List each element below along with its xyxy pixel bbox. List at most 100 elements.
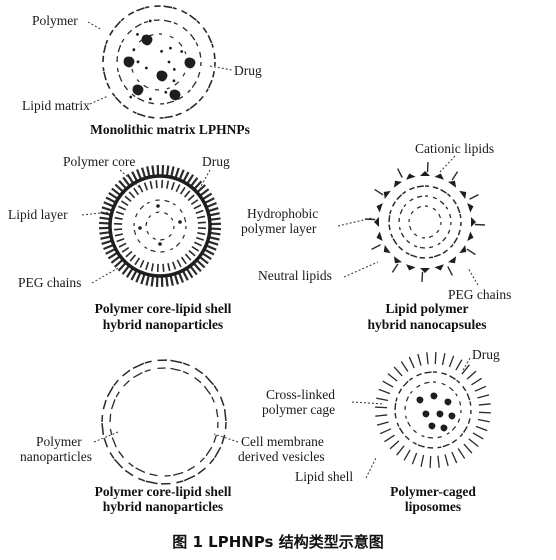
- drug-particle: [123, 56, 135, 68]
- cationic-lipid: [459, 244, 467, 254]
- membrane-dash: [194, 377, 202, 384]
- matrix-dash: [143, 20, 149, 24]
- lipid-matrix-dash: [196, 20, 201, 25]
- lipid-shell-dash: [395, 397, 398, 402]
- polymer-dot: [169, 46, 172, 50]
- lipid-shell-dash: [442, 443, 450, 448]
- inner-dash: [405, 396, 409, 402]
- membrane-dash: [113, 458, 124, 469]
- matrix-dash: [174, 81, 180, 86]
- neutral-lipid-dash: [447, 229, 451, 235]
- lipid-shell-dash: [456, 379, 461, 384]
- cationic-lipid: [406, 264, 416, 271]
- membrane-dash: [205, 446, 213, 457]
- lipid-shell-dash: [449, 375, 456, 380]
- drug-particle: [132, 84, 144, 96]
- lipid-matrix-dash: [120, 17, 125, 22]
- cell-membrane-label-line2: derived vesicles: [238, 449, 325, 464]
- peg-chain: [105, 196, 117, 204]
- cage-spoke: [466, 370, 477, 380]
- membrane-dash: [149, 473, 158, 477]
- cage-spoke: [471, 377, 482, 386]
- lipid-matrix-dash: [114, 20, 122, 29]
- lipid-matrix-dash: [136, 7, 145, 12]
- peg-chain: [135, 271, 142, 283]
- lipid-tail: [150, 263, 154, 272]
- peg-chain: [196, 184, 206, 194]
- lipid-matrix-dash: [122, 104, 129, 110]
- cationic-lipid: [467, 203, 474, 213]
- monolithic-particle: [102, 5, 216, 119]
- peg-chain: [201, 192, 213, 201]
- lipid-tail: [139, 259, 145, 268]
- peg-chain: [466, 248, 476, 256]
- matrix-dash: [166, 100, 175, 104]
- drug-leader-2: [199, 169, 211, 189]
- inner-dash: [410, 210, 414, 215]
- matrix-dash: [148, 101, 155, 105]
- peg-chain: [150, 275, 155, 287]
- peg-chain: [99, 231, 111, 235]
- cage-spoke: [477, 394, 490, 399]
- figure-caption: 图 1 LPHNPs 结构类型示意图: [172, 533, 383, 551]
- lipid-matrix-label: Lipid matrix: [22, 98, 90, 113]
- matrix-dash: [182, 26, 188, 32]
- polymer-layer-dash: [446, 193, 451, 198]
- cage-spoke: [426, 352, 429, 365]
- drug-leader-3: [461, 357, 471, 373]
- membrane-dash: [170, 367, 181, 372]
- inner-dash: [428, 235, 434, 239]
- polymer-dot: [129, 95, 133, 99]
- cage-spoke: [400, 361, 409, 372]
- peg-chain: [192, 262, 202, 272]
- matrix-dash: [163, 19, 172, 23]
- matrix-dash: [137, 97, 145, 102]
- lipid-tail: [176, 259, 182, 268]
- drug-dot: [138, 226, 142, 230]
- lipid-shell-dash: [417, 444, 425, 448]
- peg-chain: [189, 177, 199, 188]
- polymer-layer-dash: [457, 229, 461, 236]
- membrane-dash: [124, 469, 134, 477]
- peg-chain: [173, 273, 180, 285]
- core-shell-title-2-line2: hybrid nanoparticles: [103, 499, 223, 514]
- peg-chain: [108, 191, 119, 200]
- lipid-matrix-dash: [175, 112, 182, 117]
- lipid-matrix-dash: [211, 43, 214, 48]
- membrane-dash: [106, 386, 114, 398]
- peg-chain: [99, 221, 111, 225]
- cage-spoke: [408, 356, 415, 369]
- neutral-lipid-dash: [416, 195, 423, 198]
- inner-dash: [424, 381, 430, 384]
- matrix-dash: [134, 23, 142, 28]
- lipid-tail: [129, 254, 136, 262]
- lipid-tail: [114, 233, 124, 237]
- inner-dash: [432, 207, 437, 211]
- inner-dash: [409, 390, 413, 394]
- polymer-layer-dash: [392, 238, 398, 245]
- matrix-dash: [189, 33, 196, 41]
- cage-spoke: [389, 440, 400, 450]
- membrane-dash: [215, 408, 219, 418]
- membrane-dash: [176, 480, 184, 484]
- membrane-dash: [135, 467, 146, 474]
- inner-dash: [408, 225, 412, 231]
- neutral-lipid-dash: [439, 200, 445, 205]
- peg-chain: [209, 217, 221, 221]
- lipid-shell-dash: [394, 402, 397, 411]
- cationic-lipid: [383, 244, 391, 254]
- neutral-lipid-dash: [413, 245, 418, 248]
- lipid-tail: [195, 236, 205, 241]
- peg-chain: [130, 269, 138, 281]
- peg-chain: [208, 212, 220, 217]
- inner-dash: [413, 429, 417, 434]
- cationic-lipid: [447, 180, 457, 188]
- peg-chain: [207, 206, 219, 213]
- drug-leader: [209, 65, 233, 71]
- neutral-lipid-dash: [400, 232, 405, 238]
- peg-chain: [145, 274, 150, 286]
- lipid-shell-dash: [398, 427, 404, 435]
- cationic-lipid: [383, 190, 391, 200]
- drug-particle: [428, 422, 436, 430]
- core-dash: [148, 215, 152, 219]
